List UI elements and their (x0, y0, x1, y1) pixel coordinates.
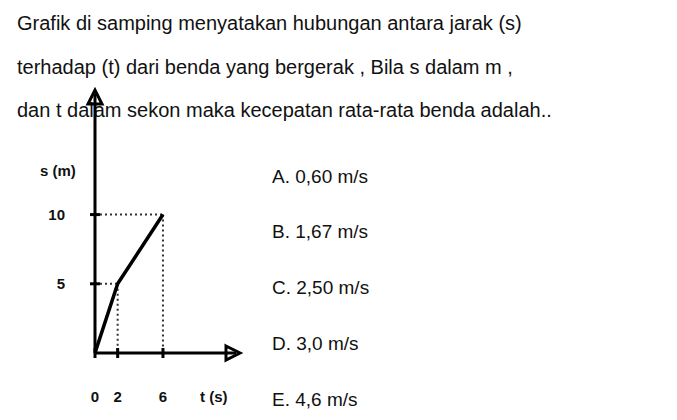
x-tick-label: 2 (113, 388, 121, 405)
data-line (95, 215, 163, 353)
guide-line (117, 284, 119, 353)
answer-option: A. 0,60 m/s (272, 166, 368, 187)
answer-option: D. 3,0 m/s (272, 333, 359, 354)
question-line: dan t dalam sekon maka kecepatan rata-ra… (17, 99, 552, 121)
y-axis (94, 94, 97, 353)
answer-option: B. 1,67 m/s (272, 221, 368, 242)
x-axis-arrow (226, 346, 240, 360)
x-tick-label: 0 (91, 388, 99, 405)
data-group (95, 215, 163, 353)
guide-line (162, 215, 164, 353)
y-axis-arrow (88, 90, 102, 104)
answer-option: C. 2,50 m/s (272, 277, 369, 298)
x-axis-label: t (s) (200, 388, 228, 405)
x-tick-label: 6 (159, 388, 167, 405)
x-axis (95, 352, 236, 355)
x-tick (116, 348, 119, 358)
chart: 5 10 02 6 s (m) t (s) (40, 90, 240, 405)
question-line: Grafik di samping menyatakan hubungan an… (17, 12, 522, 34)
page: Grafik di samping menyatakan hubungan an… (0, 0, 677, 420)
y-tick-label: 10 (48, 206, 65, 223)
y-tick-label: 5 (57, 275, 65, 292)
x-tick (161, 348, 164, 358)
y-axis-label: s (m) (40, 162, 76, 179)
guide-line (95, 214, 163, 216)
answer-option: E. 4,6 m/s (272, 389, 358, 410)
y-tick (90, 213, 100, 216)
question-line: terhadap (t) dari benda yang bergerak , … (17, 56, 513, 78)
y-tick (90, 282, 100, 285)
